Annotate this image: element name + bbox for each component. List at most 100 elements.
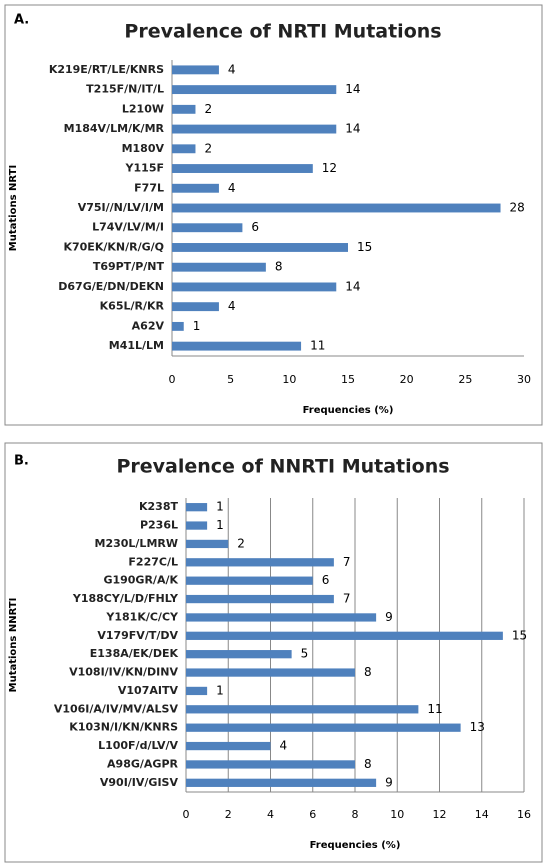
- value-label: 9: [385, 610, 393, 624]
- y-tick-label: V106I/A/IV/MV/ALSV: [54, 702, 179, 715]
- value-label: 15: [357, 240, 372, 254]
- value-label: 5: [301, 647, 309, 661]
- x-tick-label: 6: [309, 808, 316, 821]
- y-tick-label: E138A/EK/DEK: [90, 647, 179, 660]
- bar: [186, 594, 334, 604]
- value-label: 1: [193, 319, 201, 333]
- y-tick-label: L210W: [122, 102, 164, 115]
- panel-label: B.: [14, 454, 29, 469]
- x-tick-label: 2: [225, 808, 232, 821]
- value-label: 14: [345, 122, 360, 136]
- panel-frame: [4, 4, 543, 426]
- bar: [172, 262, 266, 272]
- bar: [172, 223, 243, 233]
- y-axis-label: Mutations NRTI: [8, 165, 19, 251]
- bar: [172, 203, 501, 213]
- y-tick-label: T215F/N/IT/L: [86, 83, 164, 96]
- bar: [172, 65, 219, 75]
- value-label: 14: [345, 82, 360, 96]
- panel-frame: [4, 442, 543, 863]
- x-tick-label: 15: [341, 373, 355, 386]
- bar: [172, 341, 302, 351]
- bar: [186, 741, 271, 751]
- y-tick-label: Y188CY/L/D/FHLY: [72, 592, 179, 605]
- bar: [172, 282, 337, 292]
- y-tick-label: A98G/AGPR: [107, 757, 178, 770]
- value-label: 4: [228, 62, 236, 76]
- x-tick-label: 8: [352, 808, 359, 821]
- x-tick-label: 10: [390, 808, 404, 821]
- value-label: 28: [510, 201, 525, 215]
- value-label: 1: [216, 500, 224, 514]
- bar: [172, 302, 219, 312]
- y-tick-label: F227C/L: [128, 555, 178, 568]
- bar: [172, 85, 337, 95]
- y-tick-label: L100F/d/LV/V: [98, 739, 178, 752]
- x-tick-label: 4: [267, 808, 274, 821]
- value-label: 4: [228, 299, 236, 313]
- bar: [186, 521, 208, 530]
- y-tick-label: M230L/LMRW: [95, 537, 179, 550]
- x-tick-label: 0: [169, 373, 176, 386]
- bar: [186, 778, 377, 787]
- value-label: 12: [322, 161, 337, 175]
- bar: [172, 144, 196, 154]
- y-tick-label: M41L/LM: [109, 339, 164, 352]
- y-tick-label: M180V: [122, 142, 165, 155]
- bar: [172, 321, 184, 331]
- y-tick-label: K103N/I/KN/KNRS: [69, 721, 178, 734]
- chart-title: Prevalence of NNRTI Mutations: [116, 456, 449, 478]
- y-tick-label: K238T: [139, 500, 178, 513]
- value-label: 4: [228, 181, 236, 195]
- bar: [186, 650, 292, 659]
- x-tick-label: 14: [475, 808, 489, 821]
- y-tick-label: K65L/R/KR: [100, 300, 165, 313]
- x-tick-label: 25: [458, 373, 472, 386]
- panel-label: A.: [14, 13, 29, 28]
- y-tick-label: Y115F: [125, 162, 164, 175]
- y-tick-label: D67G/E/DN/DEKN: [58, 280, 164, 293]
- y-tick-label: T69PT/P/NT: [93, 260, 165, 273]
- value-label: 15: [512, 628, 527, 642]
- y-tick-label: M184V/LM/K/MR: [64, 122, 165, 135]
- bar: [186, 705, 419, 714]
- value-label: 1: [216, 683, 224, 697]
- value-label: 8: [275, 260, 283, 274]
- y-tick-label: F77L: [134, 181, 164, 194]
- value-label: 7: [343, 555, 351, 569]
- bar: [172, 124, 337, 134]
- value-label: 8: [364, 757, 372, 771]
- y-tick-label: K70EK/KN/R/G/Q: [63, 240, 164, 253]
- bar: [186, 668, 355, 677]
- bar: [172, 104, 196, 114]
- y-axis-label: Mutations NNRTI: [8, 598, 19, 693]
- y-tick-label: V108I/IV/KN/DINV: [69, 666, 178, 679]
- bar: [186, 723, 461, 732]
- bar: [186, 576, 313, 585]
- x-axis-label: Frequencies (%): [310, 840, 401, 851]
- value-label: 6: [322, 573, 330, 587]
- y-tick-label: L74V/LV/M/I: [92, 221, 164, 234]
- value-label: 9: [385, 775, 393, 789]
- value-label: 2: [204, 141, 212, 155]
- y-tick-label: A62V: [132, 319, 165, 332]
- y-tick-label: K219E/RT/LE/KNRS: [49, 63, 164, 76]
- y-tick-label: G190GR/A/K: [103, 574, 178, 587]
- y-tick-label: P236L: [140, 519, 178, 532]
- x-tick-label: 12: [433, 808, 447, 821]
- value-label: 7: [343, 592, 351, 606]
- value-label: 6: [251, 220, 259, 234]
- bar: [186, 539, 229, 549]
- bar: [186, 503, 208, 512]
- y-tick-label: V107AITV: [118, 684, 179, 697]
- value-label: 13: [470, 720, 485, 734]
- value-label: 2: [204, 102, 212, 116]
- y-tick-label: Y181K/C/CY: [105, 610, 179, 623]
- bar: [186, 686, 208, 696]
- value-label: 1: [216, 518, 224, 532]
- bar: [186, 631, 503, 640]
- value-label: 2: [237, 536, 245, 550]
- x-axis-label: Frequencies (%): [303, 405, 394, 416]
- x-tick-label: 16: [517, 808, 531, 821]
- value-label: 8: [364, 665, 372, 679]
